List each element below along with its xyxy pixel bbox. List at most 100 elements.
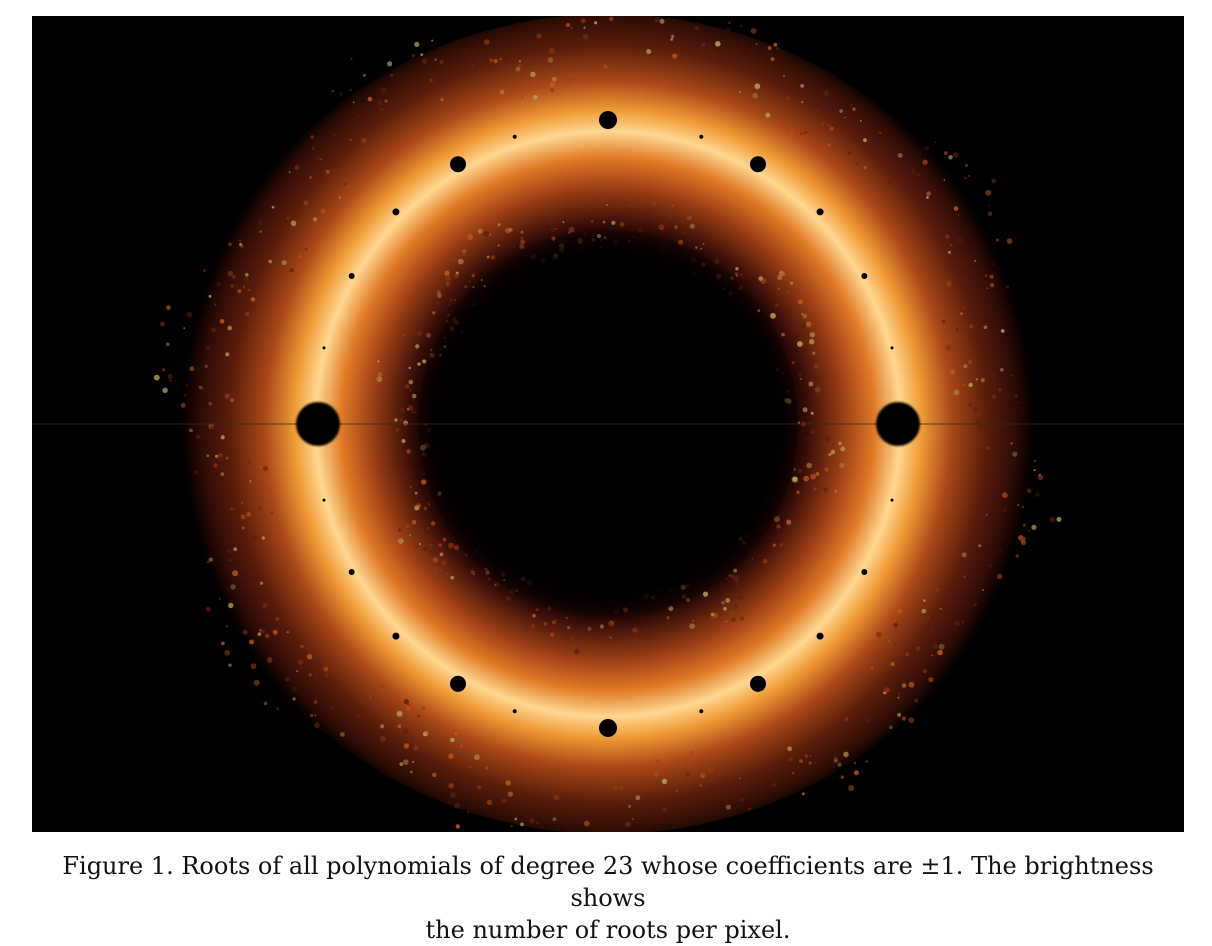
fringe-speck bbox=[340, 732, 345, 737]
figure-caption: Figure 1. Roots of all polynomials of de… bbox=[32, 850, 1184, 946]
fringe-speck bbox=[788, 757, 793, 762]
fringe-speck bbox=[398, 528, 402, 532]
fringe-speck bbox=[286, 216, 290, 220]
fringe-speck bbox=[658, 224, 665, 231]
dark-spot bbox=[699, 709, 704, 714]
fringe-speck bbox=[1037, 474, 1044, 481]
fringe-speck bbox=[750, 100, 755, 105]
fringe-speck bbox=[848, 785, 855, 792]
fringe-speck bbox=[333, 134, 336, 137]
fringe-speck bbox=[813, 364, 819, 369]
fringe-speck bbox=[897, 153, 903, 158]
fringe-speck bbox=[379, 101, 382, 104]
fringe-speck bbox=[505, 596, 510, 600]
caption-line-1: Figure 1. Roots of all polynomials of de… bbox=[62, 852, 1154, 912]
fringe-speck bbox=[367, 695, 370, 699]
fringe-speck bbox=[411, 393, 417, 399]
fringe-speck bbox=[414, 491, 418, 495]
fringe-speck bbox=[349, 88, 352, 92]
fringe-speck bbox=[477, 228, 483, 234]
fringe-speck bbox=[957, 238, 962, 243]
fringe-speck bbox=[408, 379, 414, 385]
fringe-speck bbox=[776, 524, 781, 529]
fringe-speck bbox=[810, 411, 814, 415]
fringe-speck bbox=[446, 571, 450, 575]
fringe-speck bbox=[454, 732, 458, 735]
fringe-speck bbox=[671, 204, 674, 207]
fringe-speck bbox=[813, 487, 817, 491]
fringe-speck bbox=[810, 473, 816, 480]
fringe-speck bbox=[454, 803, 460, 809]
fringe-speck bbox=[786, 291, 789, 294]
fringe-speck bbox=[730, 574, 736, 579]
fringe-speck bbox=[238, 239, 242, 242]
fringe-speck bbox=[708, 766, 714, 773]
fringe-speck bbox=[731, 617, 736, 622]
fringe-speck bbox=[618, 785, 624, 791]
fringe-speck bbox=[568, 226, 575, 233]
fringe-speck bbox=[454, 299, 457, 301]
fringe-speck bbox=[228, 242, 232, 247]
fringe-speck bbox=[802, 128, 805, 131]
fringe-speck bbox=[797, 421, 801, 424]
fringe-speck bbox=[486, 799, 492, 806]
fringe-speck bbox=[669, 216, 672, 219]
fringe-speck bbox=[742, 277, 745, 279]
fringe-speck bbox=[855, 161, 860, 166]
fringe-speck bbox=[714, 258, 720, 265]
fringe-speck bbox=[448, 303, 451, 306]
fringe-speck bbox=[212, 459, 216, 463]
fringe-speck bbox=[448, 542, 454, 549]
fringe-speck bbox=[847, 151, 852, 155]
fringe-speck bbox=[739, 90, 742, 93]
fringe-speck bbox=[358, 114, 361, 117]
fringe-speck bbox=[882, 641, 889, 647]
fringe-speck bbox=[772, 543, 776, 547]
fringe-speck bbox=[453, 545, 459, 551]
fringe-speck bbox=[271, 511, 273, 514]
fringe-speck bbox=[249, 479, 252, 483]
fringe-speck bbox=[1020, 540, 1027, 546]
fringe-speck bbox=[980, 378, 985, 383]
fringe-speck bbox=[803, 130, 808, 135]
fringe-speck bbox=[227, 548, 232, 553]
fringe-speck bbox=[470, 758, 474, 762]
fringe-speck bbox=[464, 743, 467, 746]
fringe-speck bbox=[505, 227, 511, 234]
fringe-speck bbox=[631, 818, 634, 820]
fringe-speck bbox=[214, 303, 217, 306]
fringe-speck bbox=[562, 221, 565, 224]
fringe-speck bbox=[990, 372, 995, 378]
fringe-speck bbox=[250, 663, 257, 669]
fringe-speck bbox=[233, 547, 238, 551]
fringe-speck bbox=[890, 662, 895, 666]
fringe-speck bbox=[166, 305, 171, 310]
fringe-speck bbox=[211, 327, 217, 333]
fringe-speck bbox=[299, 666, 303, 671]
fringe-speck bbox=[265, 633, 270, 639]
fringe-speck bbox=[450, 575, 455, 580]
fringe-speck bbox=[797, 299, 804, 305]
fringe-speck bbox=[943, 179, 946, 181]
fringe-speck bbox=[426, 767, 430, 771]
fringe-speck bbox=[786, 308, 793, 315]
fringe-speck bbox=[799, 377, 802, 381]
fringe-speck bbox=[817, 109, 820, 111]
fringe-speck bbox=[791, 476, 798, 483]
fringe-speck bbox=[319, 158, 323, 161]
fringe-speck bbox=[439, 60, 444, 64]
fringe-speck bbox=[268, 259, 272, 264]
fringe-speck bbox=[755, 43, 758, 45]
dark-spot bbox=[392, 208, 400, 216]
fringe-speck bbox=[376, 100, 382, 106]
fringe-speck bbox=[888, 179, 894, 185]
fringe-speck bbox=[666, 616, 670, 620]
caption-line-2: the number of roots per pixel. bbox=[425, 916, 791, 944]
fringe-speck bbox=[853, 770, 860, 776]
fringe-speck bbox=[796, 102, 800, 106]
fringe-speck bbox=[937, 649, 943, 656]
fringe-speck bbox=[963, 575, 966, 579]
fringe-speck bbox=[412, 745, 419, 751]
dark-spot bbox=[816, 208, 824, 216]
fringe-speck bbox=[1017, 503, 1020, 507]
